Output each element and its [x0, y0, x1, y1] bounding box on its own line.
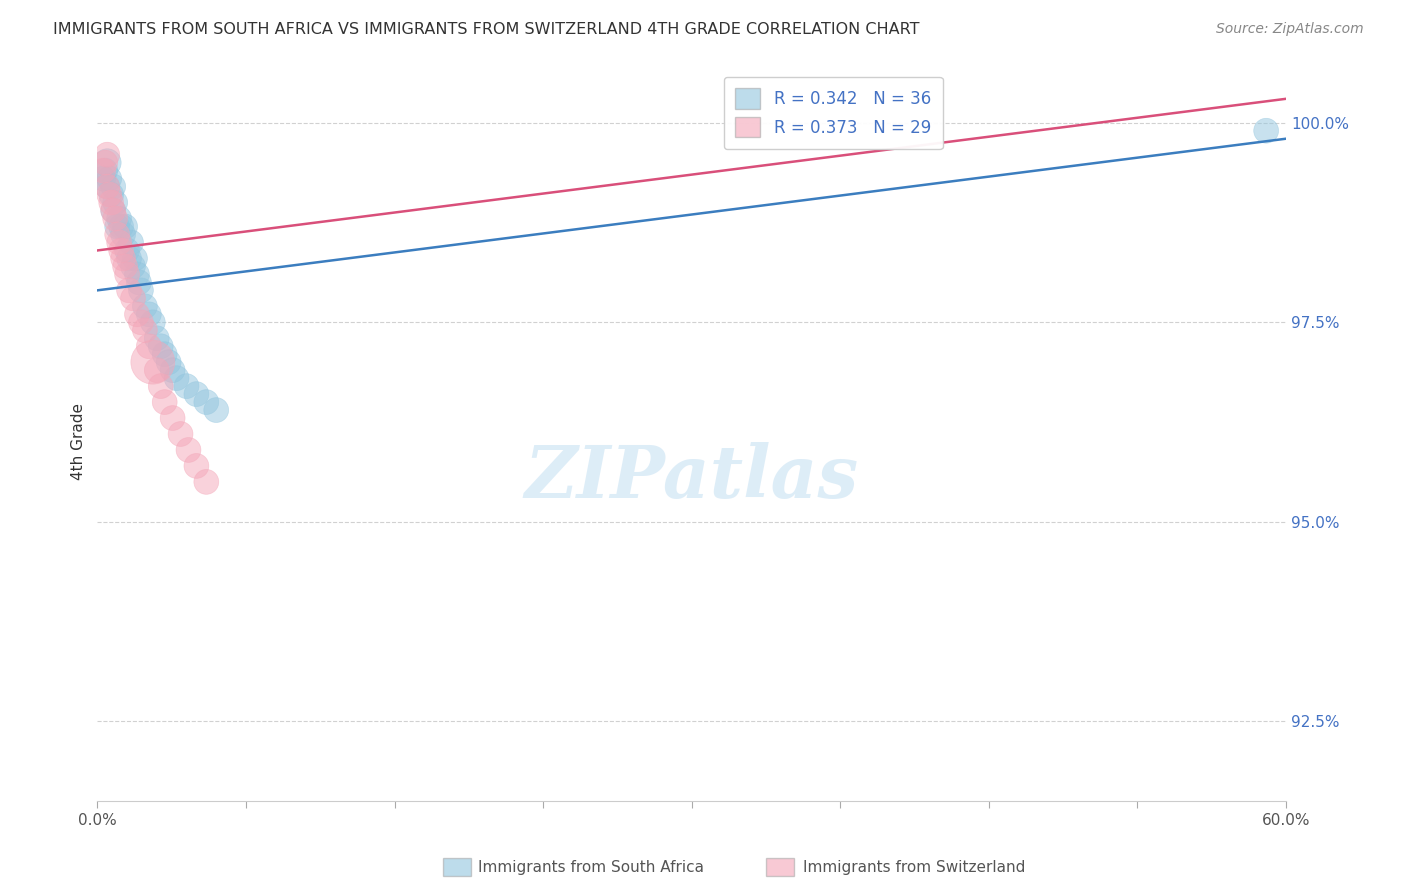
- Point: [138, 307, 160, 321]
- Text: IMMIGRANTS FROM SOUTH AFRICA VS IMMIGRANTS FROM SWITZERLAND 4TH GRADE CORRELATIO: IMMIGRANTS FROM SOUTH AFRICA VS IMMIGRAN…: [53, 22, 920, 37]
- Point: [134, 323, 156, 337]
- Point: [96, 147, 118, 161]
- Point: [103, 203, 125, 218]
- Point: [114, 260, 136, 274]
- Point: [108, 235, 131, 250]
- Point: [195, 395, 218, 409]
- Point: [105, 227, 128, 242]
- Point: [153, 395, 176, 409]
- Point: [129, 315, 152, 329]
- Legend: R = 0.342   N = 36, R = 0.373   N = 29: R = 0.342 N = 36, R = 0.373 N = 29: [724, 77, 942, 149]
- Text: Source: ZipAtlas.com: Source: ZipAtlas.com: [1216, 22, 1364, 37]
- Point: [98, 171, 121, 186]
- Text: ZIPatlas: ZIPatlas: [524, 442, 859, 514]
- Point: [205, 403, 228, 417]
- Point: [118, 284, 141, 298]
- Point: [104, 195, 127, 210]
- Point: [112, 252, 135, 266]
- Point: [129, 284, 152, 298]
- Point: [103, 179, 125, 194]
- Point: [110, 244, 132, 258]
- Point: [169, 427, 191, 442]
- Point: [91, 171, 114, 186]
- Point: [104, 211, 127, 226]
- Point: [103, 203, 125, 218]
- Point: [100, 195, 122, 210]
- Point: [96, 155, 118, 169]
- Point: [162, 411, 184, 425]
- Point: [186, 387, 208, 401]
- Point: [153, 347, 176, 361]
- Point: [125, 268, 148, 282]
- Point: [105, 219, 128, 234]
- Point: [112, 227, 135, 242]
- Point: [195, 475, 218, 489]
- Point: [94, 163, 117, 178]
- Point: [149, 379, 172, 393]
- Point: [128, 276, 150, 290]
- Point: [134, 299, 156, 313]
- Point: [110, 219, 132, 234]
- Point: [146, 331, 169, 345]
- Point: [94, 155, 117, 169]
- Point: [115, 268, 138, 282]
- Point: [115, 244, 138, 258]
- Point: [98, 187, 121, 202]
- Point: [177, 442, 200, 457]
- Point: [96, 179, 118, 194]
- Point: [138, 339, 160, 353]
- Point: [1256, 124, 1278, 138]
- Point: [125, 307, 148, 321]
- Point: [186, 458, 208, 473]
- Point: [146, 363, 169, 377]
- Point: [142, 355, 165, 369]
- Point: [176, 379, 198, 393]
- Y-axis label: 4th Grade: 4th Grade: [72, 403, 86, 481]
- Point: [118, 252, 141, 266]
- Point: [120, 235, 142, 250]
- Point: [124, 252, 146, 266]
- Point: [100, 187, 122, 202]
- Point: [157, 355, 180, 369]
- Point: [96, 179, 118, 194]
- Point: [91, 163, 114, 178]
- Point: [142, 315, 165, 329]
- Point: [149, 339, 172, 353]
- Text: Immigrants from Switzerland: Immigrants from Switzerland: [803, 860, 1025, 874]
- Point: [166, 371, 188, 385]
- Point: [162, 363, 184, 377]
- Point: [122, 260, 145, 274]
- Point: [114, 219, 136, 234]
- Point: [122, 291, 145, 305]
- Text: Immigrants from South Africa: Immigrants from South Africa: [478, 860, 704, 874]
- Point: [108, 211, 131, 226]
